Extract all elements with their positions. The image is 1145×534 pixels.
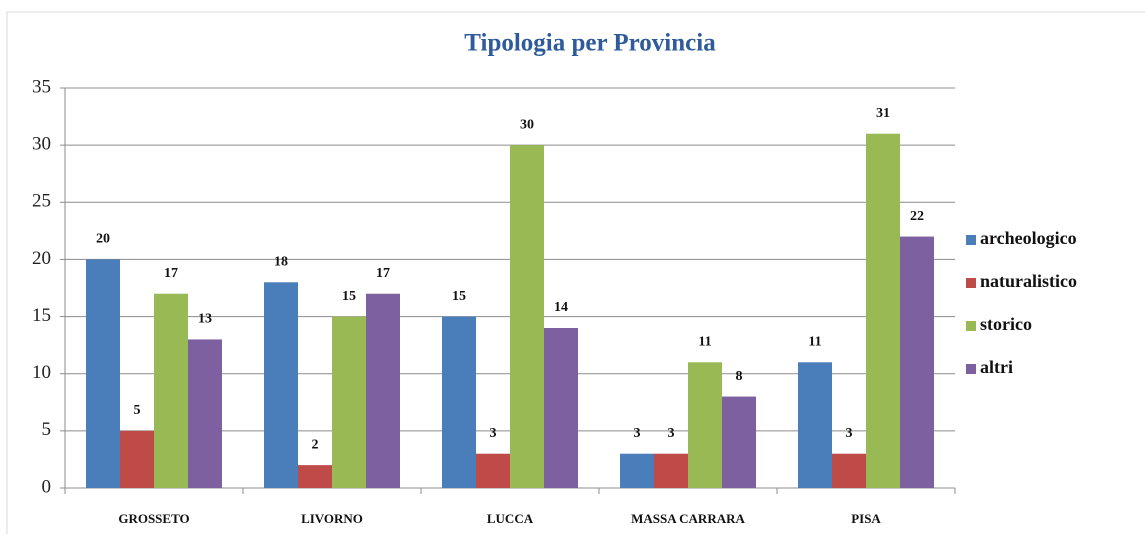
data-label: 3 (668, 426, 675, 441)
data-label: 17 (376, 266, 390, 281)
y-tick-label: 5 (42, 419, 52, 440)
legend-swatch (966, 321, 976, 331)
data-label: 3 (846, 426, 853, 441)
legend-label: storico (980, 314, 1032, 334)
y-tick-label: 20 (32, 248, 51, 269)
data-label: 31 (876, 106, 890, 121)
legend-label: archeologico (980, 228, 1077, 248)
x-tick-label: MASSA CARRARA (631, 511, 745, 526)
data-label: 15 (342, 289, 356, 304)
x-tick-label: GROSSETO (118, 511, 189, 526)
data-label: 8 (736, 369, 743, 384)
bar (510, 145, 544, 488)
bar (332, 316, 366, 488)
data-label: 3 (490, 426, 497, 441)
x-tick-label: PISA (851, 511, 881, 526)
y-tick-label: 15 (32, 305, 51, 326)
bar (298, 465, 332, 488)
bar (900, 236, 934, 488)
x-tick-label: LUCCA (487, 511, 534, 526)
y-tick-label: 30 (32, 134, 51, 155)
data-label: 2 (312, 437, 319, 452)
bar (86, 259, 120, 488)
data-label: 3 (634, 426, 641, 441)
bar (120, 430, 154, 488)
legend-swatch (966, 278, 976, 288)
bar (476, 453, 510, 488)
bar (722, 396, 756, 488)
legend-swatch (966, 235, 976, 245)
bar (544, 328, 578, 488)
data-label: 30 (520, 117, 534, 132)
data-label: 20 (96, 232, 110, 247)
bar (188, 339, 222, 488)
data-label: 18 (274, 255, 288, 270)
data-label: 22 (910, 209, 924, 224)
data-label: 11 (808, 335, 821, 350)
legend-label: altri (980, 357, 1013, 377)
bar (832, 453, 866, 488)
bar (866, 133, 900, 488)
y-tick-label: 10 (32, 362, 51, 383)
y-tick-label: 35 (32, 76, 51, 97)
bar (654, 453, 688, 488)
legend-swatch (966, 364, 976, 374)
bar (442, 316, 476, 488)
data-label: 5 (134, 403, 141, 418)
y-tick-label: 0 (42, 476, 52, 497)
bar (366, 293, 400, 488)
data-label: 14 (554, 300, 568, 315)
data-label: 17 (164, 266, 178, 281)
data-label: 13 (198, 312, 212, 327)
bar (264, 282, 298, 488)
bar (798, 362, 832, 488)
bar (688, 362, 722, 488)
x-tick-label: LIVORNO (301, 511, 363, 526)
legend-label: naturalistico (980, 271, 1077, 291)
data-label: 11 (698, 335, 711, 350)
bar (154, 293, 188, 488)
data-label: 15 (452, 289, 466, 304)
bar (620, 453, 654, 488)
y-tick-label: 25 (32, 191, 51, 212)
chart-title: Tipologia per Provincia (464, 30, 716, 57)
